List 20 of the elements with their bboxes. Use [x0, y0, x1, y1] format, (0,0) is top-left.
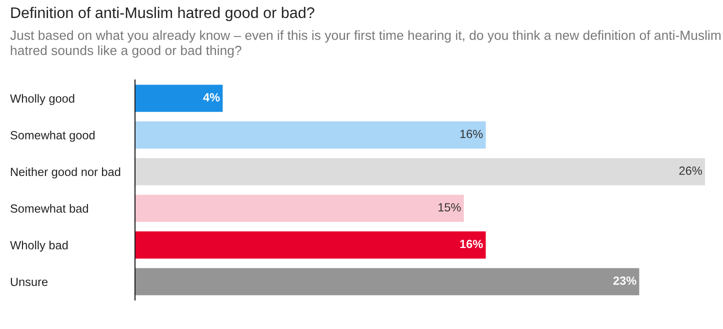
y-tick-label: Unsure [10, 278, 48, 286]
data-label: 16% [460, 130, 483, 138]
y-tick-label: Wholly good [10, 94, 74, 106]
y-tick-label: Neither good nor bad [10, 167, 120, 178]
bar [135, 268, 640, 296]
y-tick-label: Wholly bad [10, 240, 68, 252]
data-label: 23% [613, 276, 636, 285]
data-label: 16% [460, 240, 483, 248]
y-tick-label: Somewhat good [10, 130, 95, 142]
bar [135, 194, 464, 222]
data-label: 15% [438, 203, 461, 212]
bar [135, 84, 223, 112]
bar [135, 231, 486, 259]
y-tick-label: Somewhat bad [10, 204, 88, 213]
bar [135, 158, 705, 186]
bar [135, 121, 486, 149]
data-label: 4% [203, 93, 220, 102]
data-label: 26% [679, 166, 702, 175]
chart-title: Definition of anti-Muslim hatred good or bad? [11, 6, 314, 22]
chart-subtitle: Just based on what you already know – even if this is your first time hearing it, do you think a new definition of anti-Muslim hatred sounds like a good or bad thing? [10, 30, 721, 58]
